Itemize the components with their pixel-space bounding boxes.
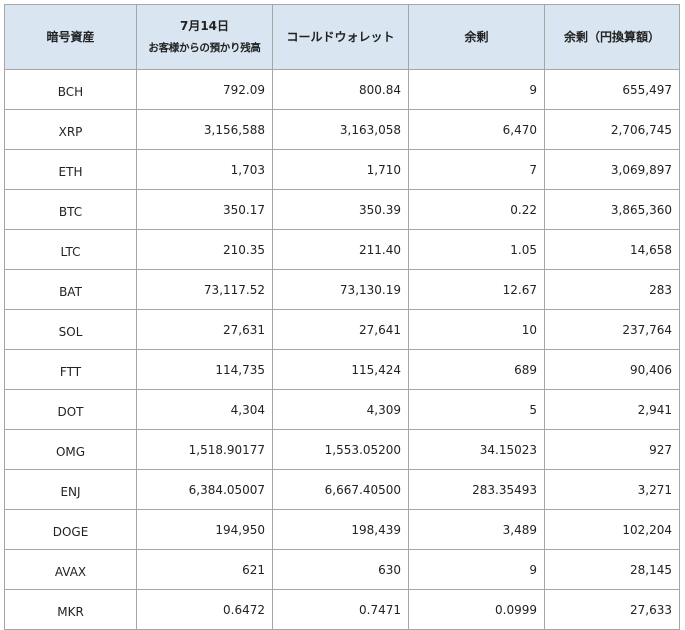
cell-asset: OMG [4,429,137,470]
header-row: 暗号資産 7月14日 お客様からの預かり残高 コールドウォレット 余剰 余剰（円… [4,4,680,70]
table-row: SOL 27,631 27,641 10 237,764 [4,309,680,350]
table-row: FTT 114,735 115,424 689 90,406 [4,349,680,390]
table-row: BAT 73,117.52 73,130.19 12.67 283 [4,269,680,310]
cell-asset: XRP [4,109,137,150]
header-customer-balance: 7月14日 お客様からの預かり残高 [136,4,273,70]
cell-asset: ETH [4,149,137,190]
table-body: BCH 792.09 800.84 9 655,497 XRP 3,156,588 3,163… [4,69,680,630]
cell-surplus-jpy: 27,633 [544,589,680,630]
header-surplus: 余剰 [408,4,545,70]
cell-asset: SOL [4,309,137,350]
cell-surplus: 7 [408,149,545,190]
cell-customer-balance: 4,304 [136,389,273,430]
cell-customer-balance: 0.6472 [136,589,273,630]
table-row: LTC 210.35 211.40 1.05 14,658 [4,229,680,270]
cell-cold-wallet: 1,553.05200 [272,429,409,470]
table-row: BCH 792.09 800.84 9 655,497 [4,69,680,110]
cell-surplus-jpy: 14,658 [544,229,680,270]
cell-surplus: 3,489 [408,509,545,550]
header-customer-label: お客様からの預かり残高 [148,42,261,55]
cell-surplus-jpy: 3,069,897 [544,149,680,190]
cell-customer-balance: 792.09 [136,69,273,110]
cell-asset: BAT [4,269,137,310]
cell-asset: FTT [4,349,137,390]
cell-cold-wallet: 73,130.19 [272,269,409,310]
cell-surplus: 0.0999 [408,589,545,630]
cell-surplus-jpy: 927 [544,429,680,470]
cell-surplus-jpy: 2,941 [544,389,680,430]
cell-cold-wallet: 3,163,058 [272,109,409,150]
table-row: BTC 350.17 350.39 0.22 3,865,360 [4,189,680,230]
cell-asset: DOT [4,389,137,430]
cell-surplus-jpy: 237,764 [544,309,680,350]
cell-cold-wallet: 211.40 [272,229,409,270]
table-row: DOGE 194,950 198,439 3,489 102,204 [4,509,680,550]
cell-surplus: 12.67 [408,269,545,310]
table-row: DOT 4,304 4,309 5 2,941 [4,389,680,430]
cell-customer-balance: 3,156,588 [136,109,273,150]
cell-customer-balance: 114,735 [136,349,273,390]
table-row: OMG 1,518.90177 1,553.05200 34.15023 927 [4,429,680,470]
cell-surplus: 283.35493 [408,469,545,510]
cell-customer-balance: 350.17 [136,189,273,230]
cell-surplus: 0.22 [408,189,545,230]
balance-table: 暗号資産 7月14日 お客様からの預かり残高 コールドウォレット 余剰 余剰（円… [4,4,680,630]
cell-asset: ENJ [4,469,137,510]
cell-cold-wallet: 115,424 [272,349,409,390]
header-date: 7月14日 [179,19,230,33]
cell-customer-balance: 73,117.52 [136,269,273,310]
cell-surplus: 5 [408,389,545,430]
table-row: ETH 1,703 1,710 7 3,069,897 [4,149,680,190]
cell-surplus-jpy: 102,204 [544,509,680,550]
cell-asset: BTC [4,189,137,230]
cell-asset: LTC [4,229,137,270]
cell-customer-balance: 6,384.05007 [136,469,273,510]
cell-customer-balance: 194,950 [136,509,273,550]
cell-surplus-jpy: 655,497 [544,69,680,110]
cell-asset: MKR [4,589,137,630]
cell-cold-wallet: 630 [272,549,409,590]
cell-cold-wallet: 27,641 [272,309,409,350]
header-cold-wallet: コールドウォレット [272,4,409,70]
table-row: XRP 3,156,588 3,163,058 6,470 2,706,745 [4,109,680,150]
cell-surplus: 34.15023 [408,429,545,470]
cell-surplus: 9 [408,549,545,590]
cell-cold-wallet: 0.7471 [272,589,409,630]
cell-customer-balance: 1,703 [136,149,273,190]
table-row: AVAX 621 630 9 28,145 [4,549,680,590]
cell-surplus-jpy: 283 [544,269,680,310]
cell-asset: DOGE [4,509,137,550]
cell-surplus: 9 [408,69,545,110]
table-row: MKR 0.6472 0.7471 0.0999 27,633 [4,589,680,630]
cell-surplus-jpy: 90,406 [544,349,680,390]
cell-customer-balance: 210.35 [136,229,273,270]
cell-cold-wallet: 800.84 [272,69,409,110]
cell-cold-wallet: 6,667.40500 [272,469,409,510]
cell-cold-wallet: 198,439 [272,509,409,550]
header-surplus-jpy: 余剰（円換算額） [544,4,680,70]
table-row: ENJ 6,384.05007 6,667.40500 283.35493 3,271 [4,469,680,510]
cell-customer-balance: 1,518.90177 [136,429,273,470]
cell-surplus: 10 [408,309,545,350]
cell-surplus-jpy: 3,865,360 [544,189,680,230]
cell-customer-balance: 27,631 [136,309,273,350]
header-asset: 暗号資産 [4,4,137,70]
cell-cold-wallet: 4,309 [272,389,409,430]
cell-asset: AVAX [4,549,137,590]
cell-surplus: 6,470 [408,109,545,150]
cell-cold-wallet: 350.39 [272,189,409,230]
cell-surplus-jpy: 2,706,745 [544,109,680,150]
cell-surplus: 1.05 [408,229,545,270]
cell-cold-wallet: 1,710 [272,149,409,190]
cell-surplus-jpy: 3,271 [544,469,680,510]
cell-asset: BCH [4,69,137,110]
cell-surplus: 689 [408,349,545,390]
cell-customer-balance: 621 [136,549,273,590]
table-header: 暗号資産 7月14日 お客様からの預かり残高 コールドウォレット 余剰 余剰（円… [4,4,680,70]
cell-surplus-jpy: 28,145 [544,549,680,590]
